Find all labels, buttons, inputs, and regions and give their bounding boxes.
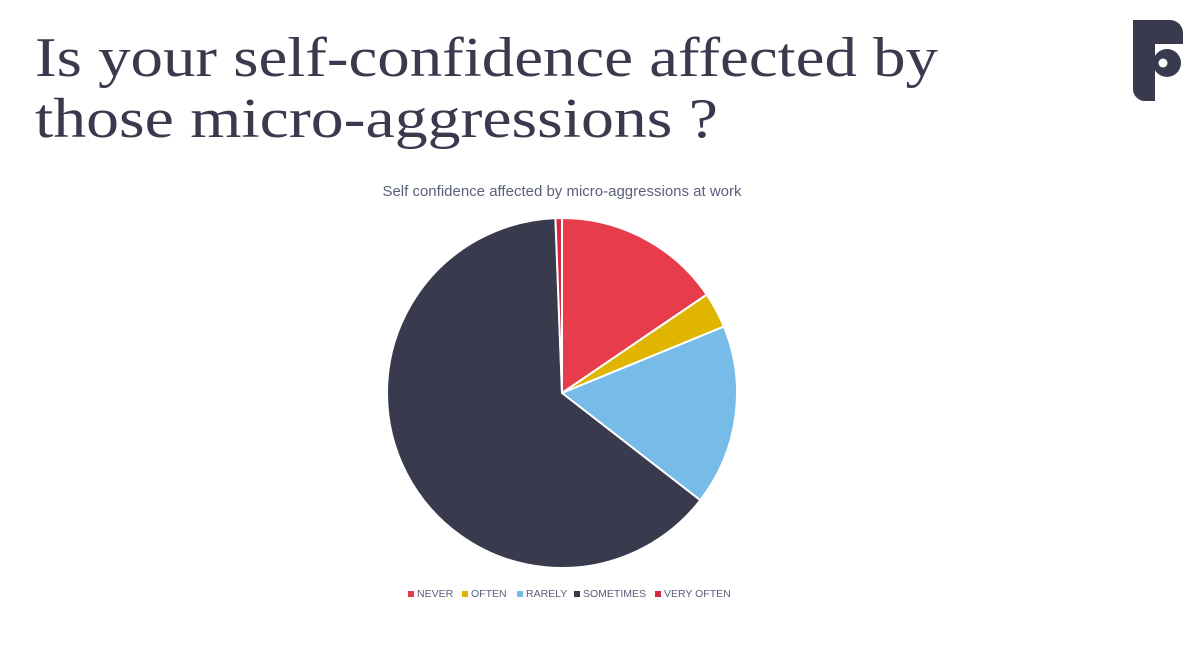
legend-swatch <box>462 591 468 597</box>
logo <box>1133 20 1183 101</box>
chart-title: Self confidence affected by micro-aggres… <box>382 183 742 200</box>
legend-label: VERY OFTEN <box>664 588 731 600</box>
legend-label: NEVER <box>417 588 454 600</box>
pie-slice <box>554 216 563 394</box>
legend-swatch <box>517 591 523 597</box>
legend-label: RARELY <box>526 588 567 600</box>
legend-swatch <box>408 591 414 597</box>
pie-slice <box>386 217 702 569</box>
slide-title-line: Is your self-confidence affected by <box>35 27 938 89</box>
pie-slice <box>560 325 738 502</box>
legend-label: SOMETIMES <box>583 588 646 600</box>
pie-slice <box>561 216 709 395</box>
legend-label: OFTEN <box>471 588 507 600</box>
slide-title-line: those micro-aggressions ? <box>35 88 718 150</box>
legend-swatch <box>574 591 580 597</box>
legend-swatch <box>655 591 661 597</box>
